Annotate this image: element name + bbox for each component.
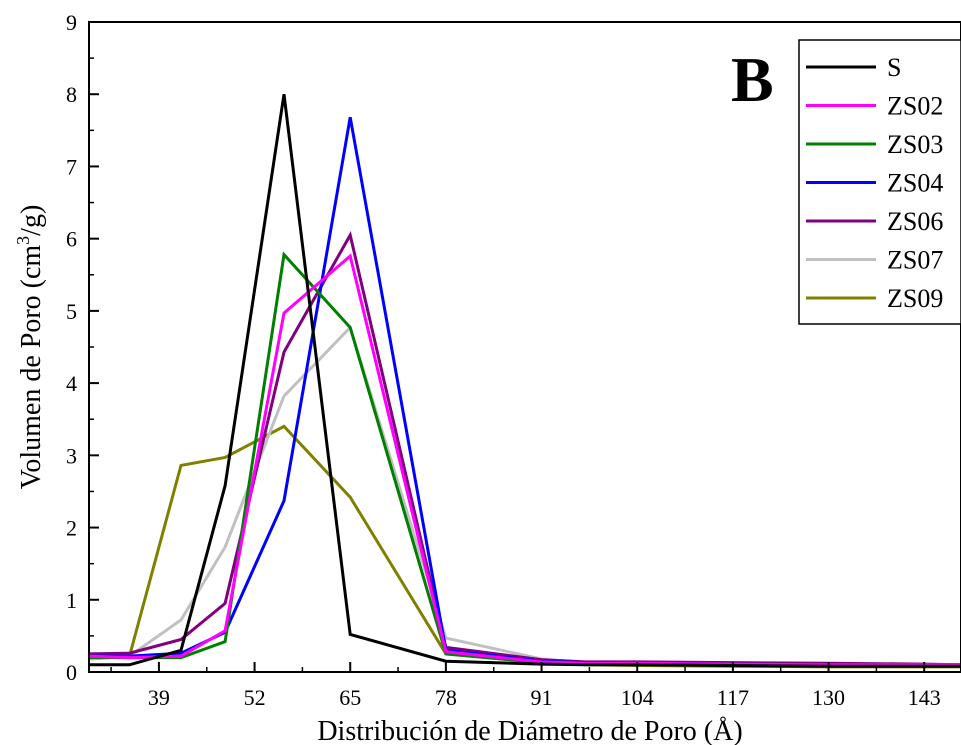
x-tick-label: 91 [531,685,553,710]
x-tick-label: 117 [717,685,749,710]
x-tick-label: 130 [812,685,845,710]
legend-label-zs09: ZS09 [887,284,943,313]
legend-label-s: S [887,53,901,82]
y-tick-label: 1 [66,588,77,613]
y-axis-label-superscript: 3 [13,236,33,245]
y-axis-label-prefix: Volumen de Poro (cm [16,245,47,490]
series-line-s [89,93,961,668]
y-axis-ticks: 0 1 2 3 4 5 6 7 8 9 [66,10,99,685]
y-tick-label: 6 [66,227,77,252]
series-line-zs09 [88,424,961,669]
series-line-zs07 [88,324,961,667]
x-tick-label: 104 [621,685,654,710]
legend: S ZS02 ZS03 ZS04 ZS06 ZS07 ZS09 [798,39,961,325]
y-tick-label: 9 [66,10,77,35]
x-tick-label: 78 [435,685,457,710]
panel-label: B [731,44,774,115]
y-tick-label: 2 [66,516,77,541]
x-tick-label: 39 [148,685,170,710]
y-tick-label: 4 [66,371,77,396]
legend-label-zs02: ZS02 [887,92,943,121]
y-axis-label: Volumen de Poro (cm3/g) [13,205,47,490]
legend-label-zs03: ZS03 [887,130,943,159]
legend-label-zs07: ZS07 [887,246,943,275]
x-axis-ticks: 39 52 65 78 91 104 117 130 143 [110,662,941,710]
y-tick-label: 5 [66,299,77,324]
x-tick-label: 52 [244,685,266,710]
x-axis-label: Distribución de Diámetro de Poro (Å) [317,716,742,745]
plot-lines [88,93,961,669]
y-axis-label-suffix: /g) [16,205,47,236]
legend-label-zs04: ZS04 [887,169,943,198]
y-tick-label: 7 [66,154,77,179]
y-tick-label: 3 [66,443,77,468]
y-tick-label: 0 [66,660,77,685]
x-tick-label: 65 [339,685,361,710]
y-tick-label: 8 [66,82,77,107]
legend-label-zs06: ZS06 [887,207,943,236]
x-tick-label: 143 [908,685,941,710]
